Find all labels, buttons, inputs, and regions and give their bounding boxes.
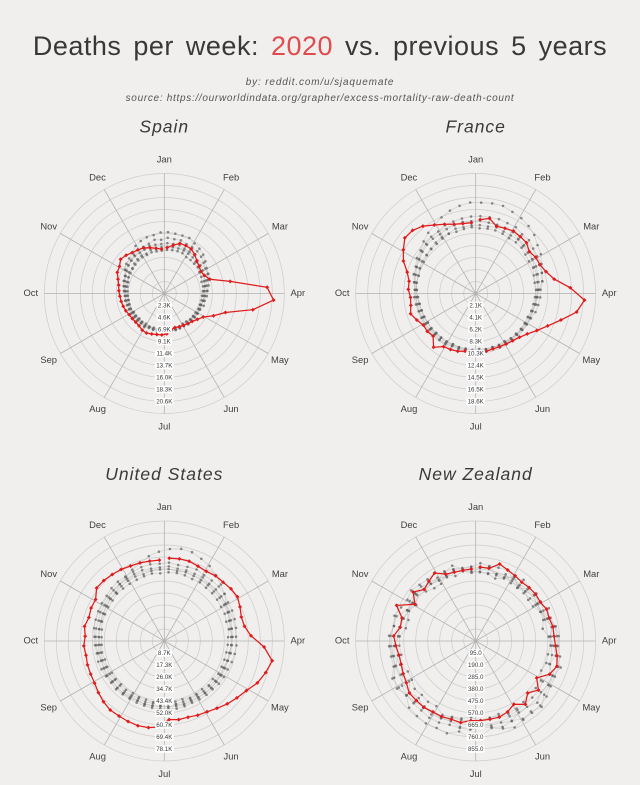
svg-text:9.1K: 9.1K [158, 339, 172, 346]
svg-text:source: https://ourworldindat: source: https://ourworldindata.org/graph… [126, 93, 515, 104]
svg-text:Mar: Mar [272, 568, 288, 579]
svg-text:Aug: Aug [401, 403, 418, 414]
svg-text:665.0: 665.0 [468, 722, 484, 729]
svg-text:855.0: 855.0 [468, 746, 484, 753]
svg-text:Oct: Oct [24, 635, 39, 646]
svg-text:Feb: Feb [223, 172, 239, 183]
svg-text:Jun: Jun [535, 403, 550, 414]
svg-text:60.7K: 60.7K [156, 722, 173, 729]
svg-text:69.4K: 69.4K [156, 734, 173, 741]
svg-text:Nov: Nov [352, 568, 369, 579]
svg-text:Nov: Nov [40, 220, 57, 231]
svg-text:May: May [271, 702, 289, 713]
svg-text:16.5K: 16.5K [468, 387, 485, 394]
svg-text:New Zealand: New Zealand [419, 464, 533, 484]
svg-text:2.1K: 2.1K [469, 303, 483, 310]
svg-text:Jun: Jun [535, 750, 550, 761]
svg-text:Aug: Aug [401, 750, 418, 761]
svg-text:Sep: Sep [40, 354, 57, 365]
svg-text:760.0: 760.0 [468, 734, 484, 741]
svg-text:Jul: Jul [158, 421, 170, 432]
svg-text:Dec: Dec [89, 172, 106, 183]
svg-text:Mar: Mar [583, 568, 599, 579]
svg-text:43.4K: 43.4K [156, 698, 173, 705]
svg-text:475.0: 475.0 [468, 698, 484, 705]
svg-text:by: reddit.com/u/sjaquemate: by: reddit.com/u/sjaquemate [246, 77, 395, 88]
svg-text:13.7K: 13.7K [156, 363, 173, 370]
svg-text:France: France [445, 117, 505, 137]
svg-text:78.1K: 78.1K [156, 746, 173, 753]
svg-text:Jul: Jul [470, 768, 482, 779]
svg-text:26.0K: 26.0K [156, 674, 173, 681]
svg-text:Nov: Nov [352, 220, 369, 231]
svg-text:Jul: Jul [158, 768, 170, 779]
svg-text:Sep: Sep [40, 702, 57, 713]
svg-text:Apr: Apr [291, 635, 306, 646]
svg-text:Nov: Nov [40, 568, 57, 579]
svg-text:16.0K: 16.0K [156, 375, 173, 382]
svg-text:May: May [271, 354, 289, 365]
svg-text:285.0: 285.0 [468, 674, 484, 681]
svg-text:Spain: Spain [139, 117, 189, 137]
svg-text:12.4K: 12.4K [468, 363, 485, 370]
svg-text:52.0K: 52.0K [156, 710, 173, 717]
svg-text:10.3K: 10.3K [468, 351, 485, 358]
svg-text:May: May [582, 354, 600, 365]
svg-text:Aug: Aug [89, 750, 106, 761]
svg-text:20.6K: 20.6K [156, 399, 173, 406]
svg-text:Jul: Jul [470, 421, 482, 432]
svg-text:Apr: Apr [602, 635, 617, 646]
svg-text:4.1K: 4.1K [469, 315, 483, 322]
svg-text:Mar: Mar [272, 220, 288, 231]
svg-text:4.6K: 4.6K [158, 315, 172, 322]
svg-text:17.3K: 17.3K [156, 662, 173, 669]
svg-text:570.0: 570.0 [468, 710, 484, 717]
svg-text:380.0: 380.0 [468, 686, 484, 693]
svg-text:2.3K: 2.3K [158, 303, 172, 310]
svg-text:6.2K: 6.2K [469, 327, 483, 334]
svg-text:Dec: Dec [89, 519, 106, 530]
svg-text:8.7K: 8.7K [158, 650, 172, 657]
svg-text:6.9K: 6.9K [158, 327, 172, 334]
svg-text:May: May [582, 702, 600, 713]
svg-text:Feb: Feb [534, 172, 550, 183]
svg-text:11.4K: 11.4K [156, 351, 173, 358]
svg-text:34.7K: 34.7K [156, 686, 173, 693]
svg-text:Mar: Mar [583, 220, 599, 231]
svg-text:Jan: Jan [468, 501, 483, 512]
svg-text:Apr: Apr [291, 287, 306, 298]
svg-text:Apr: Apr [602, 287, 617, 298]
svg-text:18.3K: 18.3K [156, 387, 173, 394]
svg-text:190.0: 190.0 [468, 662, 484, 669]
svg-text:Oct: Oct [335, 287, 350, 298]
svg-text:United States: United States [105, 464, 223, 484]
svg-text:Oct: Oct [335, 635, 350, 646]
svg-text:Jun: Jun [224, 750, 239, 761]
svg-text:Jun: Jun [224, 403, 239, 414]
svg-text:Jan: Jan [468, 154, 483, 165]
svg-text:8.3K: 8.3K [469, 339, 483, 346]
svg-text:14.5K: 14.5K [468, 375, 485, 382]
svg-text:Oct: Oct [24, 287, 39, 298]
svg-text:Jan: Jan [157, 501, 172, 512]
svg-text:Aug: Aug [89, 403, 106, 414]
svg-text:Dec: Dec [401, 519, 418, 530]
svg-text:Jan: Jan [157, 154, 172, 165]
svg-text:Sep: Sep [352, 354, 369, 365]
svg-text:Dec: Dec [401, 172, 418, 183]
svg-text:Deaths per week: 2020 vs. prev: Deaths per week: 2020 vs. previous 5 yea… [33, 31, 607, 61]
svg-text:Sep: Sep [352, 702, 369, 713]
svg-text:Feb: Feb [534, 519, 550, 530]
svg-text:18.6K: 18.6K [468, 399, 485, 406]
svg-text:95.0: 95.0 [470, 650, 483, 657]
svg-text:Feb: Feb [223, 519, 239, 530]
